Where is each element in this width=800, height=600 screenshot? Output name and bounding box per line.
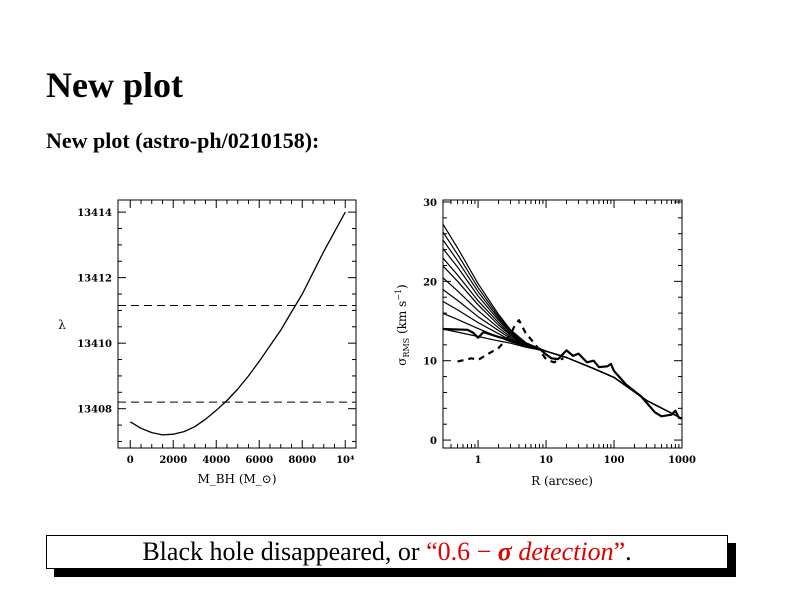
banner-sigma: σ [497,537,512,566]
x-tick-label: 100 [604,455,625,466]
banner-detection: detection [511,537,614,566]
y-tick-label: 13408 [77,405,112,416]
lambda-curve [129,211,346,436]
x-tick-label: 4000 [202,455,230,466]
data-dashed-line [457,319,564,364]
y-tick-label: 13410 [77,339,112,350]
y-tick-label: 20 [423,277,437,288]
chart1-ylabel: λ [58,318,66,332]
y-tick-label: 0 [430,436,437,447]
y-tick-label: 13412 [77,274,112,285]
model-curve [443,230,682,420]
x-tick-label: 10⁴ [336,455,355,466]
banner-text: Black hole disappeared, or [142,537,427,566]
model-curve [443,247,682,420]
plot-frame [117,199,357,449]
x-tick-label: 1 [475,455,482,466]
x-tick-label: 10 [539,455,553,466]
y-tick-label: 30 [423,198,437,209]
model-curve [443,328,682,420]
model-curve [443,277,682,420]
x-tick-label: 8000 [288,455,316,466]
data-solid-line [443,327,682,420]
lambda-vs-mbh-chart: 0 2000 4000 6000 8000 10⁴ 13408 13410 13412 13414 [77,199,357,466]
x-tick-label: 6000 [245,455,273,466]
chart2-ylabel: σRMS (km s−1) [394,284,411,366]
conclusion-banner: Black hole disappeared, or “0.6 − σ dete… [46,535,728,569]
slide-title: New plot [46,65,183,105]
x-tick-label: 1000 [668,455,696,466]
x-tick-label: 2000 [159,455,187,466]
chart2-xlabel: R (arcsec) [531,474,593,488]
plot-frame [442,199,683,449]
banner-period: . [625,537,632,566]
banner-number: 0.6 − [437,537,498,566]
y-tick-label: 10 [423,357,437,368]
chart1-xlabel: M_BH (M_⊙) [197,472,276,486]
sigma-vs-radius-chart: 1 10 100 1000 0 10 20 30 [423,198,696,466]
x-tick-label: 0 [127,455,134,466]
banner-quote-open: “ [426,537,438,566]
banner-quote-close: ” [613,537,626,566]
y-tick-label: 13414 [77,208,112,219]
slide-subtitle: New plot (astro-ph/0210158): [46,128,320,153]
model-curve [443,223,682,420]
